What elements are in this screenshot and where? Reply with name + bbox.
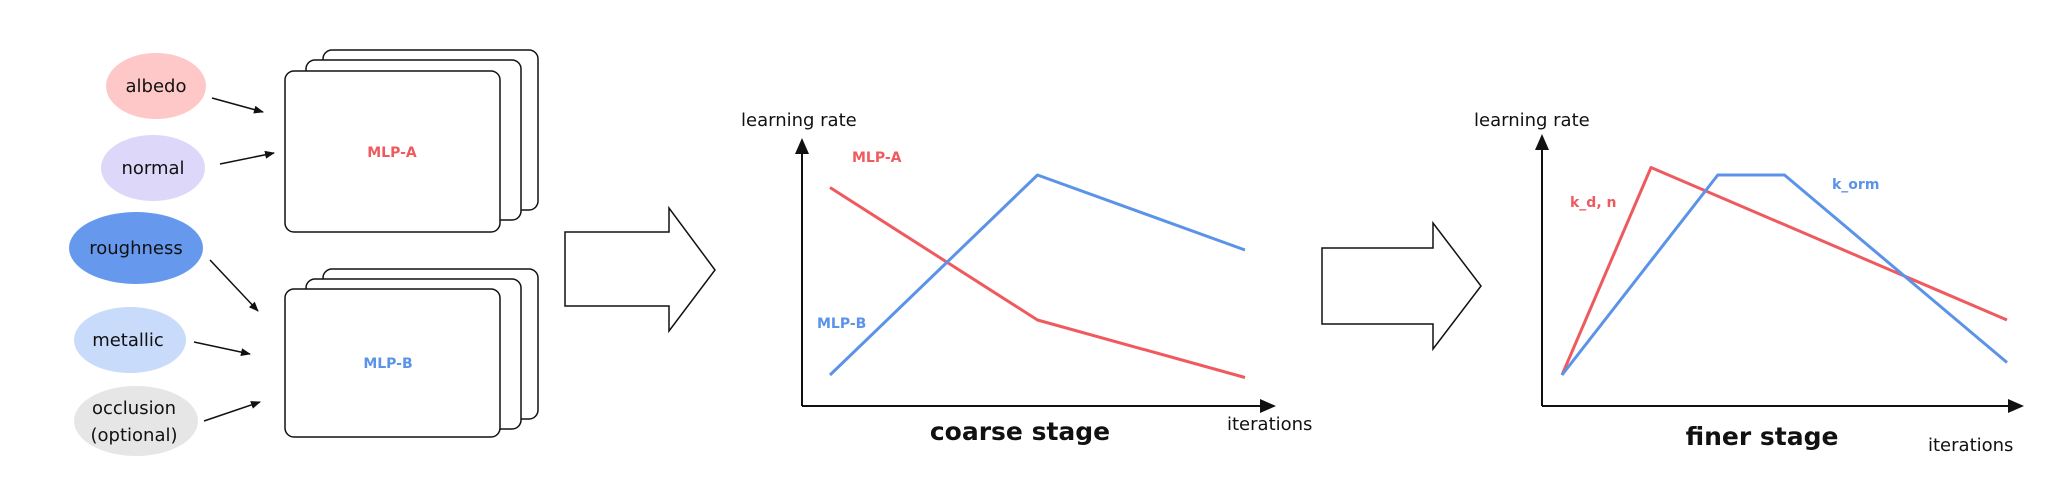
input-normal: normal — [101, 135, 205, 201]
mlp-b-stack — [284, 268, 539, 438]
coarse-series-line-1 — [828, 173, 1246, 377]
stage-arrow-2 — [1321, 220, 1482, 352]
finer-series-label-b: k_orm — [1832, 177, 1879, 193]
finer-x-label: iterations — [1928, 435, 2013, 456]
stage-arrow-1 — [564, 205, 716, 334]
occlusion-label: occlusion — [92, 398, 176, 419]
coarse-series-label-b: MLP-B — [817, 316, 866, 332]
albedo-label: albedo — [126, 76, 187, 97]
arrow-roughness-to-mlp-b — [209, 259, 259, 312]
coarse-stage-chart: learning rate iterations coarse stage ML… — [741, 110, 1312, 446]
coarse-stage-title: coarse stage — [930, 417, 1110, 446]
arrow-metallic-to-mlp-b — [193, 341, 251, 357]
roughness-label: roughness — [89, 238, 183, 259]
input-albedo: albedo — [106, 53, 206, 119]
arrow-occlusion-to-mlp-b — [203, 401, 261, 422]
coarse-y-label: learning rate — [741, 110, 857, 131]
coarse-series-line-0 — [829, 186, 1246, 379]
finer-stage-chart: learning rate iterations finer stage k_d… — [1474, 110, 2024, 456]
mlp-b-label: MLP-B — [363, 356, 412, 372]
arrow-albedo-to-mlp-a — [211, 97, 264, 114]
input-roughness: roughness — [69, 212, 203, 284]
finer-stage-title: finer stage — [1686, 422, 1839, 451]
mlp-a-label: MLP-A — [367, 145, 417, 161]
coarse-x-label: iterations — [1227, 414, 1312, 435]
finer-series-line-1 — [1560, 173, 2008, 376]
finer-series-label-a: k_d, n — [1570, 195, 1617, 211]
finer-series-line-0 — [1560, 166, 2008, 376]
arrow-normal-to-mlp-a — [219, 150, 275, 165]
mlp-a-stack — [284, 49, 539, 233]
input-occlusion: occlusion (optional) — [74, 386, 198, 456]
occlusion-optional-label: (optional) — [91, 425, 178, 446]
coarse-series-label-a: MLP-A — [852, 150, 902, 166]
metallic-label: metallic — [92, 330, 164, 351]
normal-label: normal — [121, 158, 184, 179]
finer-y-label: learning rate — [1474, 110, 1590, 131]
input-metallic: metallic — [74, 307, 186, 373]
